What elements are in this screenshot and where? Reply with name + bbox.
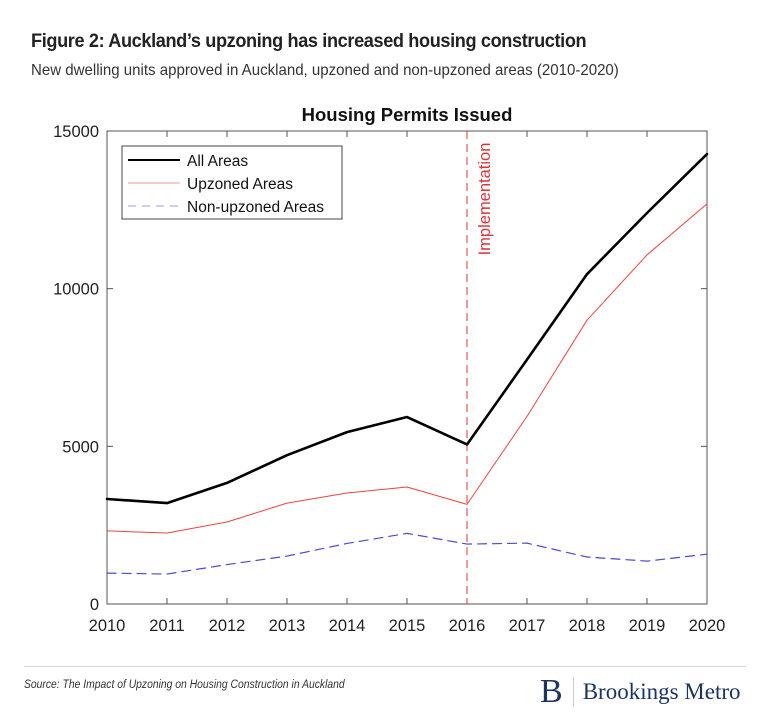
x-tick-label: 2010	[89, 617, 126, 635]
brand-separator	[572, 677, 574, 707]
legend-label: Upzoned Areas	[187, 176, 293, 193]
series-line-non-upzoned-areas	[106, 532, 708, 575]
y-tick-label: 10000	[53, 281, 99, 299]
brand-name: Brookings Metro	[582, 679, 741, 704]
brand-mark-icon: B	[540, 673, 563, 710]
y-tick-label: 0	[90, 596, 99, 614]
legend-label: Non-upzoned Areas	[187, 199, 324, 216]
figure-title: Figure 2: Auckland’s upzoning has increa…	[31, 30, 587, 52]
y-tick-label: 15000	[53, 123, 99, 141]
legend: All Areas Upzoned Areas Non-upzoned Areas	[121, 145, 343, 220]
source-note: Source: The Impact of Upzoning on Housin…	[24, 679, 345, 691]
x-tick-label: 2016	[449, 617, 486, 635]
legend-label: All Areas	[187, 153, 248, 170]
y-tick-label: 5000	[62, 438, 99, 456]
x-tick-label: 2018	[569, 617, 606, 635]
figure-subtitle: New dwelling units approved in Auckland,…	[31, 62, 619, 79]
footer-divider	[24, 666, 746, 667]
chart-title: Housing Permits Issued	[302, 104, 513, 125]
annotation-layer: Implementation	[466, 131, 494, 604]
implementation-label: Implementation	[476, 143, 494, 256]
x-tick-label: 2012	[209, 617, 246, 635]
x-tick-label: 2020	[689, 617, 726, 635]
housing-permits-chart: Housing Permits Issued 2010 2011 2012 2013 2…	[53, 104, 725, 635]
series-line-upzoned-areas	[106, 203, 708, 534]
x-tick-label: 2019	[629, 617, 666, 635]
x-tick-label: 2015	[389, 617, 426, 635]
brand-logo: B Brookings Metro	[540, 672, 741, 712]
x-tick-label: 2017	[509, 617, 546, 635]
x-tick-label: 2011	[149, 617, 184, 635]
x-tick-label: 2014	[329, 617, 366, 635]
plot-axes: 2010 2011 2012 2013 2014 2015 2016 2017 2018 2019…	[53, 123, 725, 635]
series-layer	[105, 152, 709, 575]
x-tick-label: 2013	[269, 617, 306, 635]
